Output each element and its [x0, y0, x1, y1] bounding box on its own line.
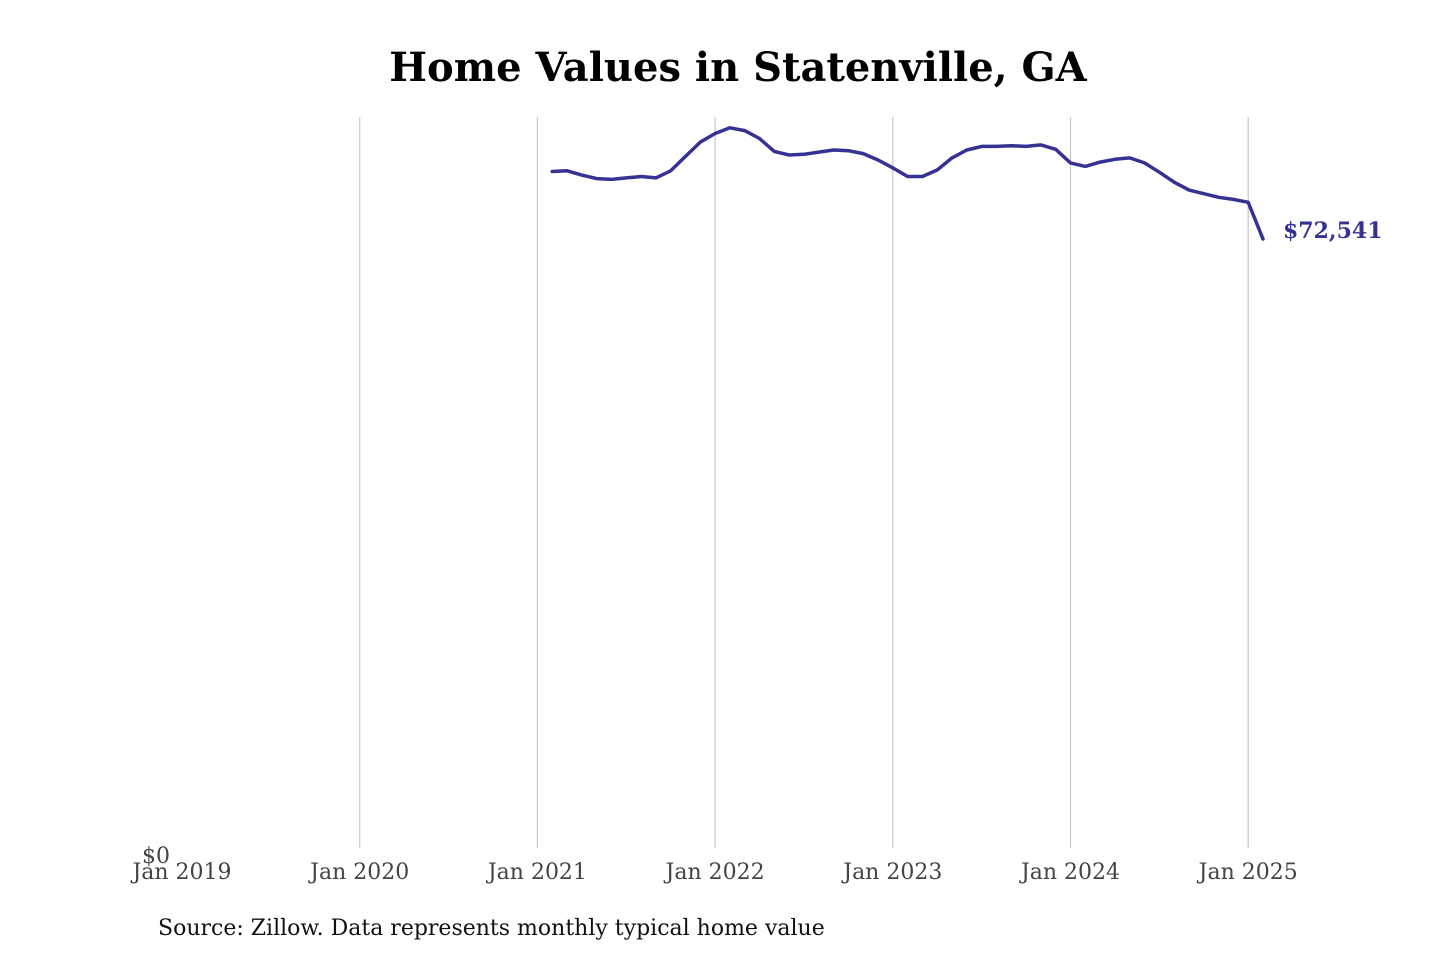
- series-layer: $72,541: [552, 128, 1382, 244]
- x-tick-label: Jan 2025: [1197, 860, 1298, 885]
- end-value-label: $72,541: [1283, 218, 1383, 244]
- source-note: Source: Zillow. Data represents monthly …: [158, 916, 825, 941]
- x-tick-label: Jan 2021: [486, 860, 587, 885]
- tick-labels: Jan 2019 Jan 2020 Jan 2021 Jan 2022 Jan 2023…: [130, 844, 1297, 885]
- y-tick-label: $0: [142, 844, 170, 869]
- x-tick-label: Jan 2024: [1019, 860, 1120, 885]
- series-line-0: [552, 128, 1263, 239]
- x-tick-label: Jan 2023: [841, 860, 942, 885]
- x-tick-label: Jan 2022: [664, 860, 765, 885]
- x-tick-label: Jan 2020: [308, 860, 409, 885]
- gridlines: [360, 117, 1248, 848]
